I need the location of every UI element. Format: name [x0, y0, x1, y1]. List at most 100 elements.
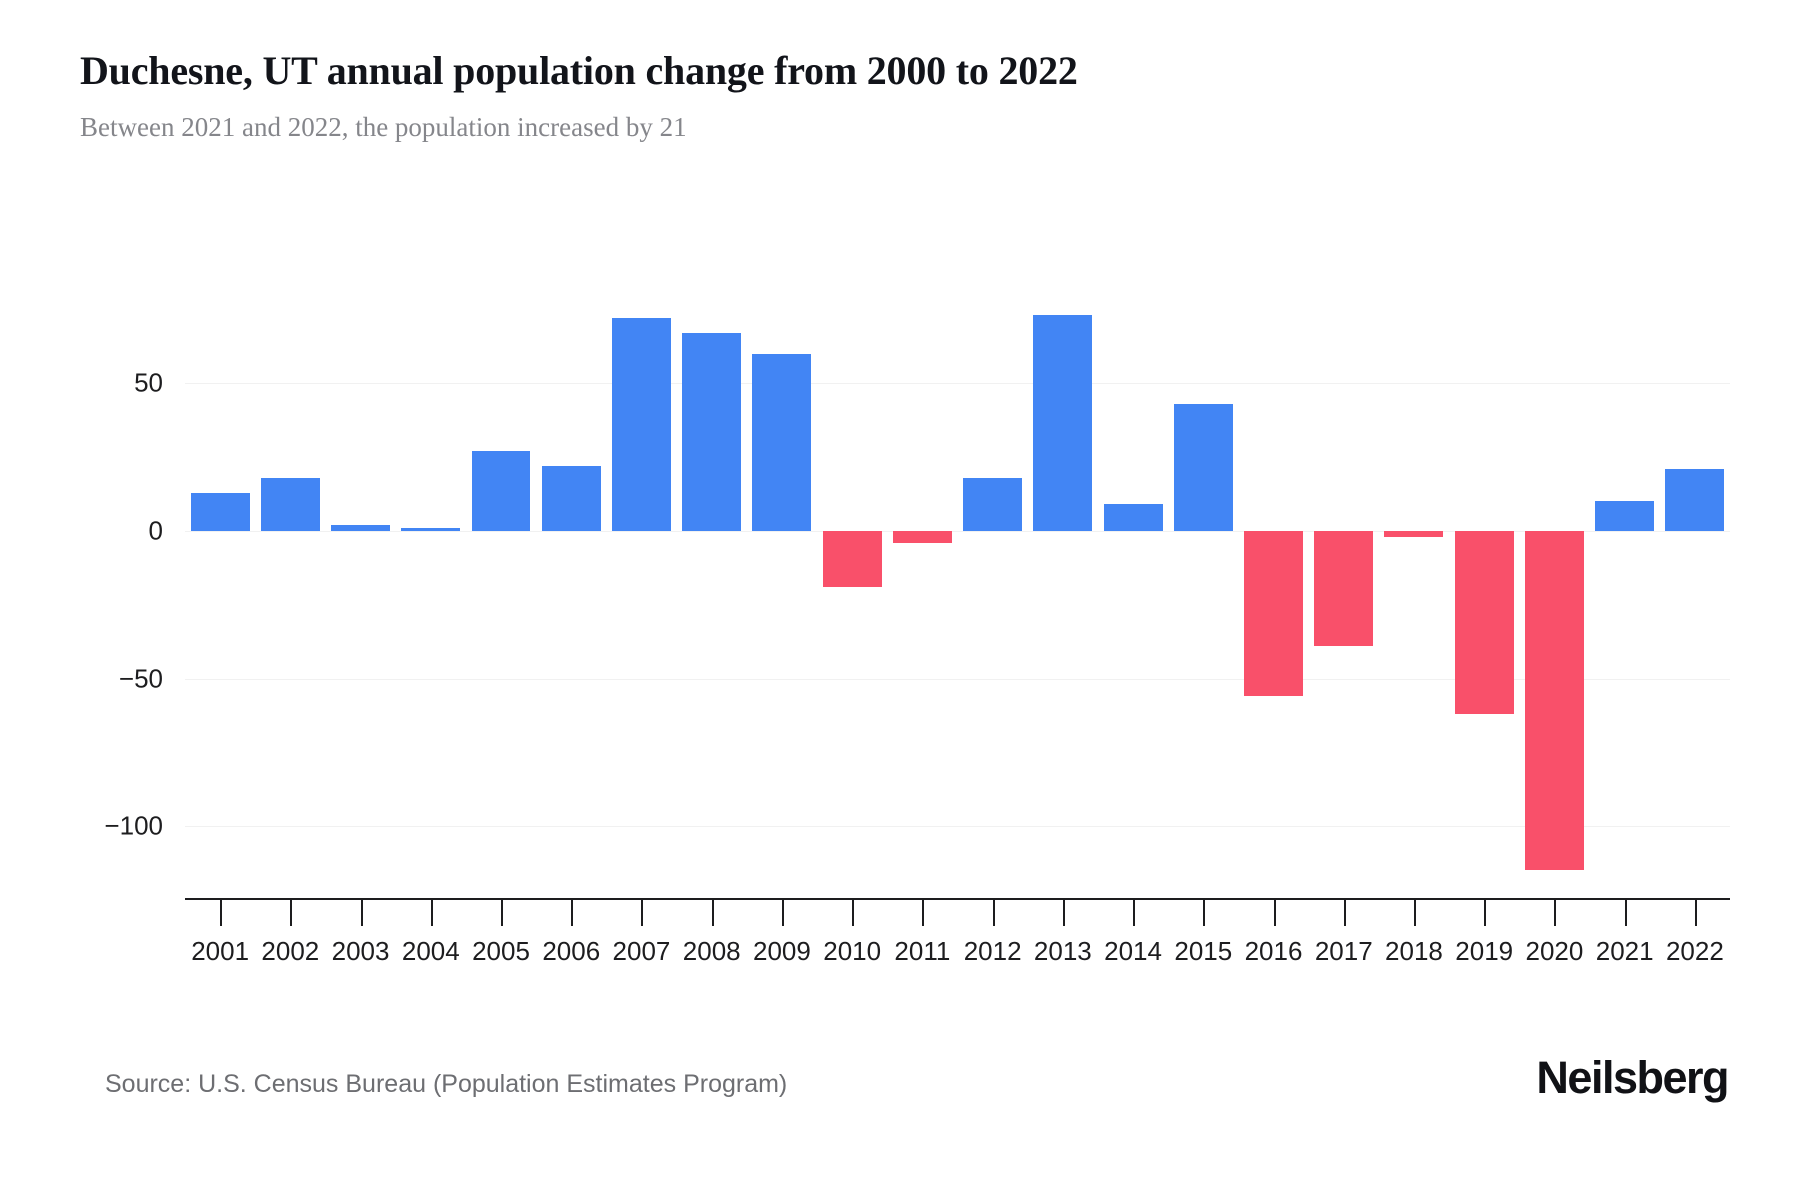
x-axis-tick [1203, 900, 1206, 926]
bar-slot[interactable] [1309, 280, 1379, 900]
bar[interactable] [471, 451, 531, 531]
y-axis-tick-label: 0 [148, 515, 163, 546]
bar-slot[interactable] [817, 280, 887, 900]
bar[interactable] [1595, 501, 1655, 531]
gridline [185, 530, 1730, 532]
x-axis-tick [290, 900, 293, 926]
bar[interactable] [963, 477, 1023, 531]
bar[interactable] [1384, 530, 1444, 537]
bar-slot[interactable] [466, 280, 536, 900]
x-axis-tick [1273, 900, 1276, 926]
x-axis-tick-label: 2007 [612, 936, 671, 966]
y-axis-tick-label: −50 [118, 663, 163, 694]
bar-slot[interactable] [1168, 280, 1238, 900]
x-axis-tick [571, 900, 574, 926]
plot-area: 50 0 −50 −100 [104, 280, 1730, 900]
bar-slot[interactable] [887, 280, 957, 900]
x-axis-tick-label: 2011 [894, 936, 951, 966]
x-axis-tick-label: 2002 [261, 936, 320, 966]
bar[interactable] [822, 530, 882, 588]
bar[interactable] [752, 353, 812, 531]
bar[interactable] [331, 525, 391, 531]
x-axis-tick [430, 900, 433, 926]
bar[interactable] [401, 528, 461, 531]
x-axis-tick [781, 900, 784, 926]
x-axis-tick-label: 2006 [542, 936, 601, 966]
brand-logo: Neilsberg [1536, 1052, 1729, 1103]
x-axis-tick [1694, 900, 1697, 926]
bar-slot[interactable] [606, 280, 676, 900]
bar-slot[interactable] [396, 280, 466, 900]
x-axis-tick-label: 2004 [401, 936, 460, 966]
x-axis-tick [852, 900, 855, 926]
bar-slot[interactable] [1028, 280, 1098, 900]
bar[interactable] [1454, 530, 1514, 714]
source-note: Source: U.S. Census Bureau (Population E… [105, 1070, 788, 1098]
bar[interactable] [611, 318, 671, 531]
x-axis-tick [1624, 900, 1627, 926]
x-axis-tick-label: 2009 [753, 936, 811, 966]
bar-series [185, 280, 1730, 900]
gridline [185, 678, 1730, 680]
bar-slot[interactable] [1098, 280, 1168, 900]
bar[interactable] [1244, 530, 1303, 697]
bar-slot[interactable] [1238, 280, 1308, 900]
x-axis-tick-label: 2022 [1665, 936, 1724, 966]
y-axis-tick-label: −100 [104, 810, 163, 841]
y-axis-tick-label: 50 [134, 367, 163, 398]
x-axis-tick-label: 2015 [1174, 936, 1233, 966]
x-axis-tick-label: 2021 [1595, 936, 1654, 966]
x-axis-tick [1062, 900, 1065, 926]
x-axis-tick-label: 2008 [682, 936, 741, 966]
bar-slot[interactable] [325, 280, 395, 900]
x-axis-tick-label: 2014 [1104, 936, 1162, 966]
bar-slot[interactable] [1519, 280, 1589, 900]
bar[interactable] [541, 466, 601, 531]
bar-slot[interactable] [185, 280, 255, 900]
x-axis-tick-label: 2005 [472, 936, 530, 966]
chart-subtitle: Between 2021 and 2022, the population in… [80, 112, 687, 142]
gridline [185, 383, 1730, 385]
bar-slot[interactable] [1590, 280, 1660, 900]
x-axis-tick [501, 900, 504, 926]
x-axis-tick-label: 2010 [823, 936, 882, 966]
x-axis-tick-label: 2003 [331, 936, 390, 966]
bar-slot[interactable] [255, 280, 325, 900]
bar-slot[interactable] [958, 280, 1028, 900]
bar-slot[interactable] [1449, 280, 1519, 900]
bar[interactable] [1103, 504, 1163, 531]
bar[interactable] [1033, 315, 1093, 531]
bar[interactable] [1524, 530, 1584, 871]
x-axis-tick [641, 900, 644, 926]
bar[interactable] [682, 333, 742, 531]
x-axis-tick [1133, 900, 1136, 926]
x-axis-tick [1413, 900, 1416, 926]
x-axis-tick [992, 900, 995, 926]
x-axis-tick [922, 900, 925, 926]
bar[interactable] [1314, 530, 1374, 647]
bar-slot[interactable] [1379, 280, 1449, 900]
bar-slot[interactable] [677, 280, 747, 900]
x-axis-tick [1484, 900, 1487, 926]
bar[interactable] [1665, 468, 1725, 531]
x-axis-tick-label: 2018 [1385, 936, 1443, 966]
bar-slot[interactable] [747, 280, 817, 900]
bar-slot[interactable] [1660, 280, 1730, 900]
chart-header: Duchesne, UT annual population change fr… [80, 48, 1720, 143]
x-axis-tick [711, 900, 714, 926]
x-axis-tick-label: 2001 [191, 936, 250, 966]
x-axis-tick-label: 2020 [1525, 936, 1584, 966]
x-axis-tick-label: 2017 [1314, 936, 1373, 966]
bar-slot[interactable] [536, 280, 606, 900]
bar[interactable] [892, 530, 952, 543]
x-axis-line [185, 898, 1730, 900]
x-axis-tick-label: 2013 [1033, 936, 1092, 966]
x-axis-tick-label: 2016 [1244, 936, 1303, 966]
x-axis-tick-label: 2019 [1455, 936, 1514, 966]
bar[interactable] [260, 477, 320, 531]
gridline [185, 826, 1730, 828]
bar[interactable] [1173, 404, 1233, 531]
bar[interactable] [190, 492, 250, 531]
x-axis-tick-label: 2012 [963, 936, 1022, 966]
